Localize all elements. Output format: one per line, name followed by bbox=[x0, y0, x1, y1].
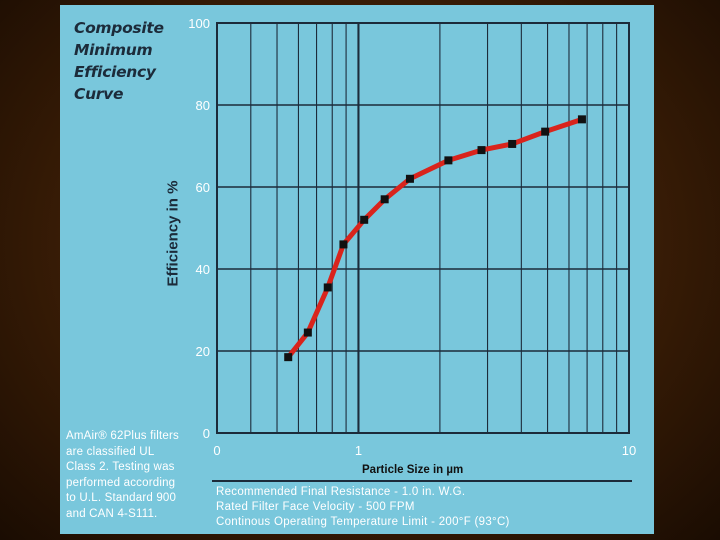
classification-note: AmAir® 62Plus filters are classified UL … bbox=[66, 429, 206, 523]
efficiency-chart: 0 20 40 60 80 100 0 1 10 bbox=[188, 16, 636, 458]
efficiency-data-point bbox=[303, 328, 312, 337]
note-line: Class 2. Testing was bbox=[66, 461, 175, 474]
chart-title-line: Efficiency bbox=[74, 63, 156, 81]
note-line: and CAN 4-S111. bbox=[66, 507, 158, 520]
footer-divider bbox=[212, 480, 632, 482]
x-tick-label: 0 bbox=[213, 443, 220, 458]
spec-line: Rated Filter Face Velocity - 500 FPM bbox=[216, 501, 415, 513]
x-axis-label: Particle Size in µm bbox=[362, 464, 464, 476]
efficiency-data-point bbox=[323, 283, 332, 292]
y-tick-label: 80 bbox=[196, 98, 210, 113]
chart-title-line: Minimum bbox=[74, 41, 153, 59]
chart-title: Composite Minimum Efficiency Curve bbox=[74, 17, 184, 105]
efficiency-data-point bbox=[284, 353, 293, 362]
efficiency-data-point bbox=[339, 240, 348, 249]
x-tick-label: 1 bbox=[355, 443, 362, 458]
efficiency-data-point bbox=[444, 156, 453, 165]
efficiency-data-point bbox=[541, 127, 550, 136]
efficiency-data-point bbox=[477, 146, 486, 155]
y-tick-label: 100 bbox=[188, 16, 210, 31]
note-line: are classified UL bbox=[66, 445, 155, 458]
x-tick-label: 10 bbox=[622, 443, 636, 458]
efficiency-series-line bbox=[285, 116, 585, 360]
efficiency-data-point bbox=[360, 215, 369, 224]
efficiency-data-point bbox=[577, 115, 586, 124]
y-tick-label: 60 bbox=[196, 180, 210, 195]
chart-title-line: Composite bbox=[74, 19, 164, 37]
y-tick-label: 20 bbox=[196, 344, 210, 359]
note-line: to U.L. Standard 900 bbox=[66, 492, 177, 505]
chart-slide: 0 20 40 60 80 100 0 1 10 Composite Minimum Effic… bbox=[60, 5, 654, 534]
efficiency-data-point bbox=[508, 139, 517, 148]
chart-title-line: Curve bbox=[74, 85, 124, 103]
y-tick-label: 40 bbox=[196, 262, 210, 277]
efficiency-data-point bbox=[405, 174, 414, 183]
efficiency-data-point bbox=[380, 195, 389, 204]
note-line: performed according bbox=[66, 476, 176, 489]
plot-frame bbox=[216, 22, 630, 434]
note-line: AmAir® 62Plus filters bbox=[66, 430, 180, 442]
y-tick-label: 0 bbox=[203, 426, 210, 441]
spec-line: Recommended Final Resistance - 1.0 in. W… bbox=[216, 486, 466, 498]
filter-specs: Recommended Final Resistance - 1.0 in. W… bbox=[216, 485, 510, 530]
y-axis-label: Efficiency in % bbox=[164, 180, 182, 287]
spec-line: Continous Operating Temperature Limit - … bbox=[216, 516, 510, 528]
